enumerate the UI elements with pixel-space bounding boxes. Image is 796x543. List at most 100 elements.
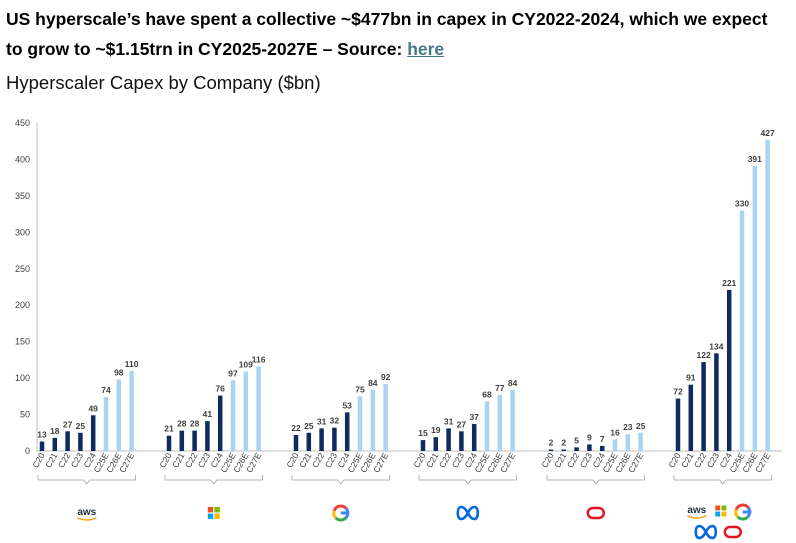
x-tick-label: C20 xyxy=(157,451,174,470)
bar-meta-c27e xyxy=(510,389,515,451)
bar-total-c22 xyxy=(701,362,706,451)
bar-oracle-c24 xyxy=(599,445,605,451)
group-brace xyxy=(37,475,136,485)
google-logo-icon xyxy=(332,504,350,522)
bar-microsoft-c25e xyxy=(230,380,236,451)
bar-meta-c23 xyxy=(459,431,464,451)
bar-aws-c27e xyxy=(129,370,134,451)
bar-aws-c22 xyxy=(65,431,70,451)
bar-aws-c23 xyxy=(78,432,83,451)
y-tick-label: 350 xyxy=(15,191,30,201)
data-label: 98 xyxy=(114,368,124,378)
bar-aws-c21 xyxy=(52,437,58,451)
data-label: 84 xyxy=(508,378,518,388)
bar-oracle-c27e xyxy=(638,432,643,451)
bar-google-c24 xyxy=(344,412,350,451)
data-label: 92 xyxy=(381,372,391,382)
bar-total-c20 xyxy=(675,398,681,451)
meta-logo-icon xyxy=(456,505,480,521)
data-label: 41 xyxy=(203,409,213,419)
x-tick-label: C21 xyxy=(552,451,569,470)
total-logo-icon: aws xyxy=(687,503,752,540)
data-label: 19 xyxy=(431,425,441,435)
group-braces xyxy=(37,475,772,485)
y-tick-label: 250 xyxy=(15,264,30,274)
bar-google-c22 xyxy=(319,428,324,451)
data-label: 116 xyxy=(252,354,266,364)
bar-microsoft-c27e xyxy=(256,366,261,451)
data-label: 13 xyxy=(37,430,47,440)
data-label: 330 xyxy=(735,198,749,208)
headline-text: US hyperscale’s have spent a collective … xyxy=(6,9,768,59)
bar-oracle-c26e xyxy=(625,434,631,451)
data-label: 75 xyxy=(355,384,365,394)
bar-total-c27e xyxy=(765,139,770,451)
bar-google-c26e xyxy=(370,389,376,451)
chart-title: Hyperscaler Capex by Company ($bn) xyxy=(6,72,321,93)
x-tick-label: C23 xyxy=(69,451,86,470)
x-tick-label: C20 xyxy=(539,451,556,470)
bars xyxy=(39,139,770,451)
data-label: 28 xyxy=(190,419,200,429)
aws-logo-icon: aws xyxy=(77,507,97,521)
data-label: 31 xyxy=(317,416,327,426)
data-label: 122 xyxy=(697,350,711,360)
data-label: 31 xyxy=(444,416,454,426)
y-tick-label: 0 xyxy=(25,446,30,456)
data-label: 22 xyxy=(291,423,301,433)
bar-oracle-c22 xyxy=(574,447,579,451)
y-axis: 0 50 100 150 200 250 300 350 400 450 xyxy=(15,118,782,456)
x-tick-label: C22 xyxy=(183,451,200,470)
data-label: 391 xyxy=(748,154,762,164)
data-label: 68 xyxy=(482,389,492,399)
bar-aws-c25e xyxy=(103,397,109,451)
data-label: 7 xyxy=(600,434,605,444)
data-label: 23 xyxy=(623,422,633,432)
x-tick-label: C22 xyxy=(692,451,709,470)
data-label: 28 xyxy=(177,419,187,429)
bar-meta-c24 xyxy=(471,424,477,451)
y-tick-label: 200 xyxy=(15,300,30,310)
data-label: 109 xyxy=(239,360,253,370)
data-label: 2 xyxy=(561,438,566,448)
bar-google-c25e xyxy=(357,396,363,451)
x-tick-label: C20 xyxy=(30,451,47,470)
bar-aws-c24 xyxy=(90,415,96,451)
data-label: 134 xyxy=(709,341,723,351)
company-logos: aws aws xyxy=(77,503,752,540)
x-tick-label: C20 xyxy=(666,451,683,470)
bar-total-c24 xyxy=(726,289,732,451)
data-label: 91 xyxy=(686,373,696,383)
bar-microsoft-c21 xyxy=(179,430,185,451)
bar-oracle-c21 xyxy=(561,449,567,451)
data-label: 18 xyxy=(50,426,60,436)
data-label: 2 xyxy=(549,438,554,448)
y-tick-label: 100 xyxy=(15,373,30,383)
bar-total-c21 xyxy=(688,384,694,451)
bar-meta-c22 xyxy=(446,428,451,451)
bar-microsoft-c26e xyxy=(243,371,249,451)
group-brace xyxy=(546,475,645,485)
bar-total-c25e xyxy=(739,210,745,451)
microsoft-logo-icon xyxy=(207,507,220,519)
x-tick-label: C22 xyxy=(56,451,73,470)
data-label: 76 xyxy=(215,384,225,394)
bar-google-c23 xyxy=(332,427,337,451)
y-tick-label: 400 xyxy=(15,154,30,164)
x-tick-label: C23 xyxy=(578,451,595,470)
data-label: 97 xyxy=(228,368,238,378)
x-tick-label: C22 xyxy=(310,451,327,470)
bar-total-c23 xyxy=(714,353,719,451)
bar-oracle-c20 xyxy=(548,449,554,451)
data-label: 25 xyxy=(304,421,314,431)
bar-meta-c20 xyxy=(420,440,426,451)
bar-google-c21 xyxy=(306,432,312,451)
data-label: 27 xyxy=(457,419,467,429)
bar-meta-c25e xyxy=(484,401,490,451)
data-label: 25 xyxy=(636,421,646,431)
data-label: 16 xyxy=(610,427,620,437)
x-tick-label: C23 xyxy=(323,451,340,470)
headline: US hyperscale’s have spent a collective … xyxy=(6,4,786,64)
source-link[interactable]: here xyxy=(407,39,445,59)
